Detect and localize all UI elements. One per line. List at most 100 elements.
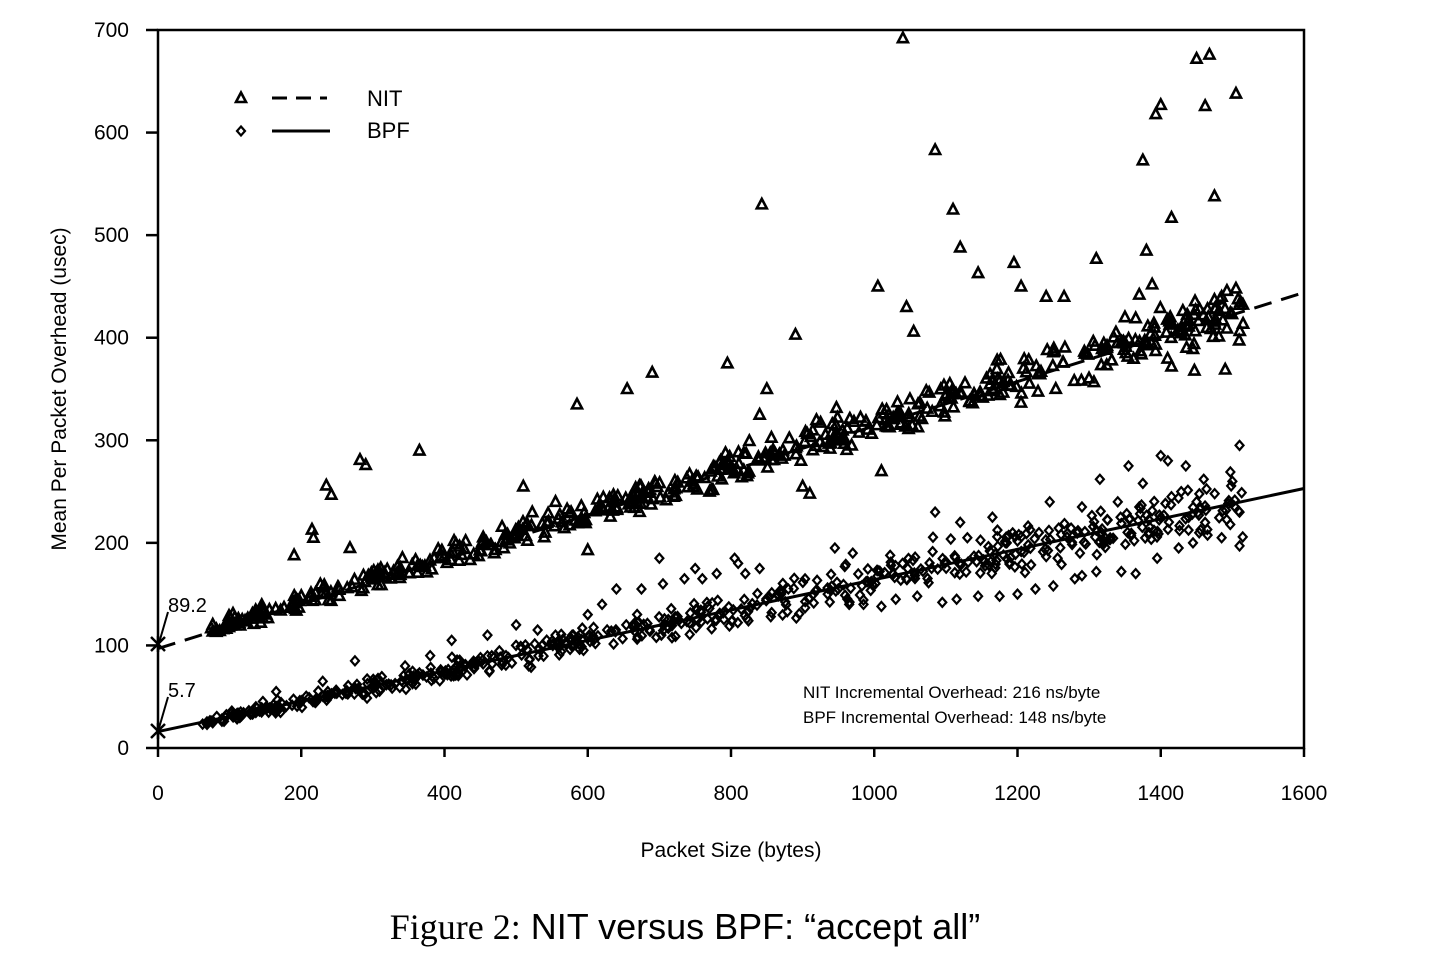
bpf-point — [1159, 497, 1171, 510]
bpf-point — [695, 604, 707, 617]
nit-point — [223, 617, 238, 631]
x-tick-label: 0 — [152, 782, 164, 805]
nit-point — [1021, 351, 1036, 366]
bpf-point — [636, 629, 648, 642]
nit-point — [606, 486, 621, 501]
bpf-point — [949, 566, 961, 579]
x-tick-label: 600 — [570, 782, 605, 805]
bpf-point — [852, 567, 864, 581]
bpf-point — [766, 606, 778, 619]
nit-point — [734, 468, 749, 483]
bpf-point — [1029, 532, 1041, 545]
nit-point — [1235, 315, 1251, 329]
nit-point — [1016, 360, 1031, 374]
bpf-point — [1130, 567, 1142, 580]
bpf-point — [483, 665, 495, 678]
bpf-point — [689, 562, 701, 575]
bpf-point — [1209, 487, 1221, 500]
bpf-point — [1217, 504, 1229, 517]
nit-point — [1145, 276, 1160, 290]
nit-point — [1187, 362, 1202, 376]
bpf-point — [844, 596, 856, 609]
bpf-point — [922, 572, 934, 585]
bpf-point — [1191, 495, 1203, 508]
bpf-point — [1234, 539, 1246, 553]
legend-bpf-marker — [235, 124, 247, 138]
nit-point — [1080, 346, 1095, 360]
legend-label-nit: NIT — [367, 86, 402, 111]
nit-point — [686, 478, 701, 493]
bpf-point — [1069, 572, 1081, 585]
nit-point — [633, 495, 648, 509]
nit-point — [1148, 342, 1163, 357]
nit-point — [1057, 339, 1073, 353]
bpf-point — [1052, 552, 1064, 565]
legend-item-nit: NIT — [233, 86, 402, 111]
bpf-point — [620, 618, 632, 632]
bpf-point — [829, 541, 841, 555]
bpf-point — [1054, 541, 1066, 554]
bpf-point — [425, 661, 437, 674]
bpf-point — [350, 682, 362, 695]
nit-point — [628, 479, 643, 494]
nit-point — [718, 444, 733, 459]
bpf-point — [497, 656, 509, 669]
nit-point — [946, 398, 961, 413]
nit-point — [308, 584, 323, 599]
bpf-point — [738, 593, 750, 606]
bpf-point — [1065, 521, 1077, 535]
nit-point — [342, 539, 358, 554]
bpf-point — [992, 540, 1004, 553]
nit-point — [431, 540, 446, 555]
nit-point — [754, 196, 769, 210]
bpf-point — [559, 637, 571, 650]
nit-point — [525, 503, 540, 518]
nit-point — [330, 578, 346, 593]
bpf-point — [884, 549, 896, 562]
x-tick-label: 1000 — [851, 782, 898, 805]
nit-point — [308, 591, 323, 606]
bpf-point — [578, 644, 589, 657]
bpf-point — [349, 654, 361, 667]
nit-point — [899, 298, 914, 313]
nit-point — [1126, 350, 1141, 365]
bpf-point — [754, 562, 766, 575]
nit-point — [853, 409, 868, 423]
bpf-point — [797, 576, 809, 589]
figure-caption: Figure 2: NIT versus BPF: “accept all” — [0, 906, 1370, 948]
bpf-point — [1139, 531, 1151, 545]
nit-point — [605, 502, 620, 516]
nit-point — [563, 503, 579, 518]
bpf-point — [564, 643, 576, 656]
nit-point — [993, 351, 1008, 365]
bpf-point — [608, 637, 620, 651]
nit-point — [370, 576, 386, 591]
nit-point — [972, 383, 988, 398]
bpf-point — [732, 557, 744, 570]
nit-point — [870, 278, 885, 292]
nit-point — [939, 385, 954, 400]
bpf-point — [939, 556, 951, 570]
bpf-point — [840, 558, 852, 571]
nit-overhead-note: NIT Incremental Overhead: 216 ns/byte — [803, 683, 1100, 702]
legend: NIT BPF — [233, 86, 410, 143]
nit-point — [221, 607, 237, 622]
bpf-point — [1043, 524, 1055, 537]
bpf-point — [871, 564, 883, 577]
x-tick-label: 1600 — [1281, 782, 1328, 805]
nit-point — [731, 443, 746, 458]
bpf-point — [951, 593, 963, 606]
nit-point — [1013, 394, 1029, 408]
bpf-point — [1009, 530, 1021, 543]
nit-point — [354, 582, 369, 597]
nit-point — [596, 489, 611, 503]
nit-point — [1009, 378, 1024, 393]
nit-point — [332, 587, 347, 602]
nit-point — [970, 264, 986, 279]
bpf-point — [445, 669, 457, 683]
nit-point — [666, 488, 681, 503]
nit-fit-line — [157, 291, 1305, 650]
nit-point — [1175, 302, 1190, 317]
bpf-point — [1047, 579, 1059, 593]
nit-point — [1148, 105, 1163, 120]
